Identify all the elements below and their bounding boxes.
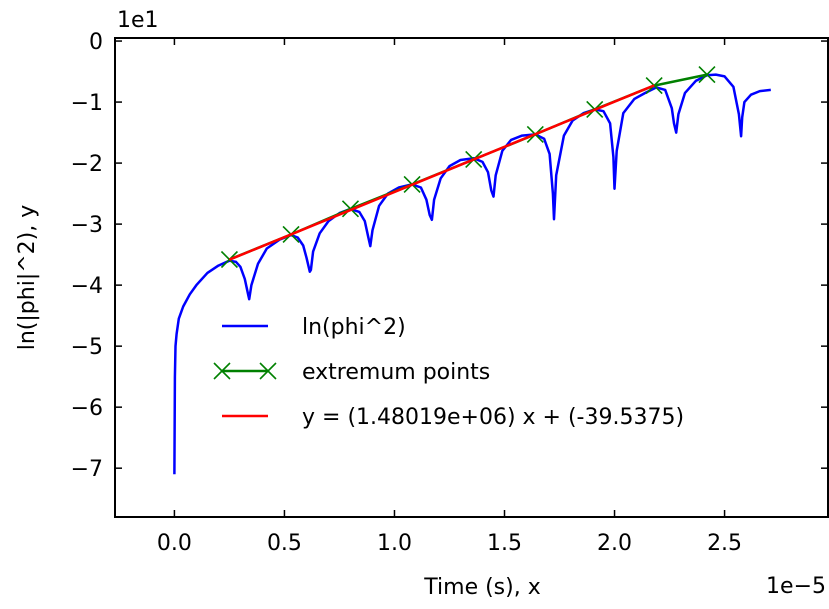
legend-label-phi-squared: ln(phi^2) [302,315,406,340]
legend-extremum-marker [259,362,277,380]
plot-area [173,66,771,475]
legend-extremum-marker [213,362,231,380]
y-tick-label: −1 [71,91,103,116]
y-tick-label: −3 [71,213,103,238]
y-tick-label: −6 [71,396,103,421]
legend-extremum-markers [213,362,277,380]
x-multiplier-label: 1e−5 [766,574,826,599]
legend-label-extremum-points: extremum points [302,360,490,385]
series-extremum-line [228,73,708,261]
y-axis: 0 −1 −2 −3 −4 −5 −6 −7 [71,30,828,482]
y-tick-label: 0 [89,30,103,55]
legend-label-fit-line: y = (1.48019e+06) x + (-39.5375) [302,405,684,430]
y-tick-label: −4 [71,274,103,299]
legend: ln(phi^2) extremum points y = (1.48019e+… [213,315,684,430]
x-axis-label: Time (s), x [423,575,540,600]
y-axis-label: ln(|phi|^2), y [15,205,40,351]
x-tick-label: 2.5 [707,531,742,556]
x-tick-label: 2.0 [597,531,632,556]
series-phi-squared-line [173,73,771,475]
axes-frame [114,37,829,518]
y-tick-label: −5 [71,335,103,360]
y-tick-label: −7 [71,457,103,482]
x-tick-label: 0.5 [267,531,302,556]
y-multiplier-label: 1e1 [117,8,159,33]
x-axis: 0.0 0.5 1.0 1.5 2.0 2.5 [157,38,742,556]
x-tick-label: 1.5 [487,531,522,556]
series-fit-line [228,84,655,261]
x-tick-label: 1.0 [377,531,412,556]
y-tick-label: −2 [71,152,103,177]
x-tick-label: 0.0 [157,531,192,556]
extremum-point [698,66,716,84]
